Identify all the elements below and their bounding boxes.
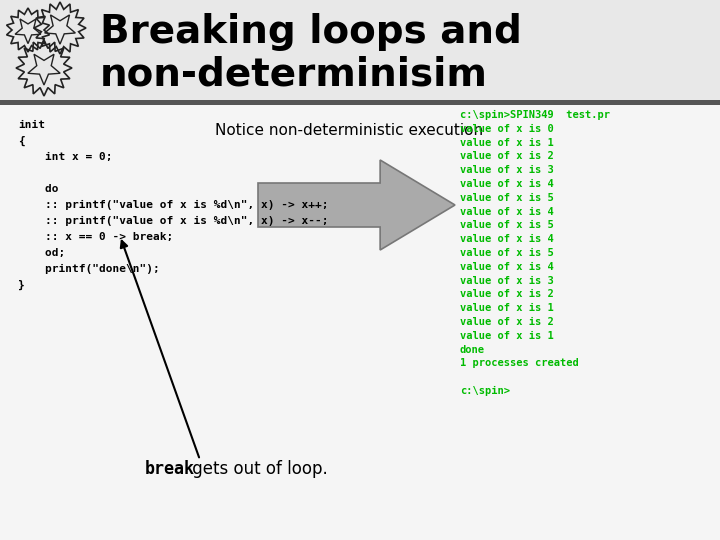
- Text: :: x == 0 -> break;: :: x == 0 -> break;: [18, 232, 174, 242]
- Text: Breaking loops and: Breaking loops and: [100, 13, 522, 51]
- Text: init: init: [18, 120, 45, 130]
- Text: gets out of loop.: gets out of loop.: [187, 460, 328, 478]
- Text: value of x is 0: value of x is 0: [460, 124, 554, 134]
- Text: c:\spin>SPIN349  test.pr: c:\spin>SPIN349 test.pr: [460, 110, 610, 120]
- Text: value of x is 2: value of x is 2: [460, 317, 554, 327]
- Text: value of x is 5: value of x is 5: [460, 220, 554, 231]
- Text: value of x is 4: value of x is 4: [460, 262, 554, 272]
- Text: }: }: [18, 280, 24, 290]
- Text: value of x is 4: value of x is 4: [460, 179, 554, 189]
- Bar: [0, 105, 720, 540]
- Text: value of x is 5: value of x is 5: [460, 193, 554, 203]
- Text: int x = 0;: int x = 0;: [18, 152, 112, 162]
- Text: 1 processes created: 1 processes created: [460, 359, 579, 368]
- Text: break: break: [145, 460, 195, 478]
- Text: value of x is 5: value of x is 5: [460, 248, 554, 258]
- Text: value of x is 2: value of x is 2: [460, 289, 554, 299]
- Text: Notice non-deterministic execution: Notice non-deterministic execution: [215, 123, 483, 138]
- Text: value of x is 3: value of x is 3: [460, 165, 554, 175]
- Bar: [0, 100, 720, 105]
- Text: value of x is 2: value of x is 2: [460, 151, 554, 161]
- Text: value of x is 3: value of x is 3: [460, 275, 554, 286]
- Text: value of x is 1: value of x is 1: [460, 331, 554, 341]
- Text: do: do: [18, 184, 58, 194]
- Text: :: printf("value of x is %d\n", x) -> x--;: :: printf("value of x is %d\n", x) -> x-…: [18, 216, 328, 226]
- Text: value of x is 1: value of x is 1: [460, 303, 554, 313]
- Text: od;: od;: [18, 248, 66, 258]
- Text: {: {: [18, 136, 24, 146]
- Polygon shape: [258, 160, 455, 250]
- Text: value of x is 1: value of x is 1: [460, 138, 554, 147]
- Text: done: done: [460, 345, 485, 355]
- Bar: [0, 0, 720, 100]
- Text: non-determinisim: non-determinisim: [100, 56, 488, 94]
- Text: value of x is 4: value of x is 4: [460, 207, 554, 217]
- Text: :: printf("value of x is %d\n", x) -> x++;: :: printf("value of x is %d\n", x) -> x+…: [18, 200, 328, 210]
- Text: printf("done\n");: printf("done\n");: [18, 264, 160, 274]
- Text: c:\spin>: c:\spin>: [460, 386, 510, 396]
- Text: value of x is 4: value of x is 4: [460, 234, 554, 244]
